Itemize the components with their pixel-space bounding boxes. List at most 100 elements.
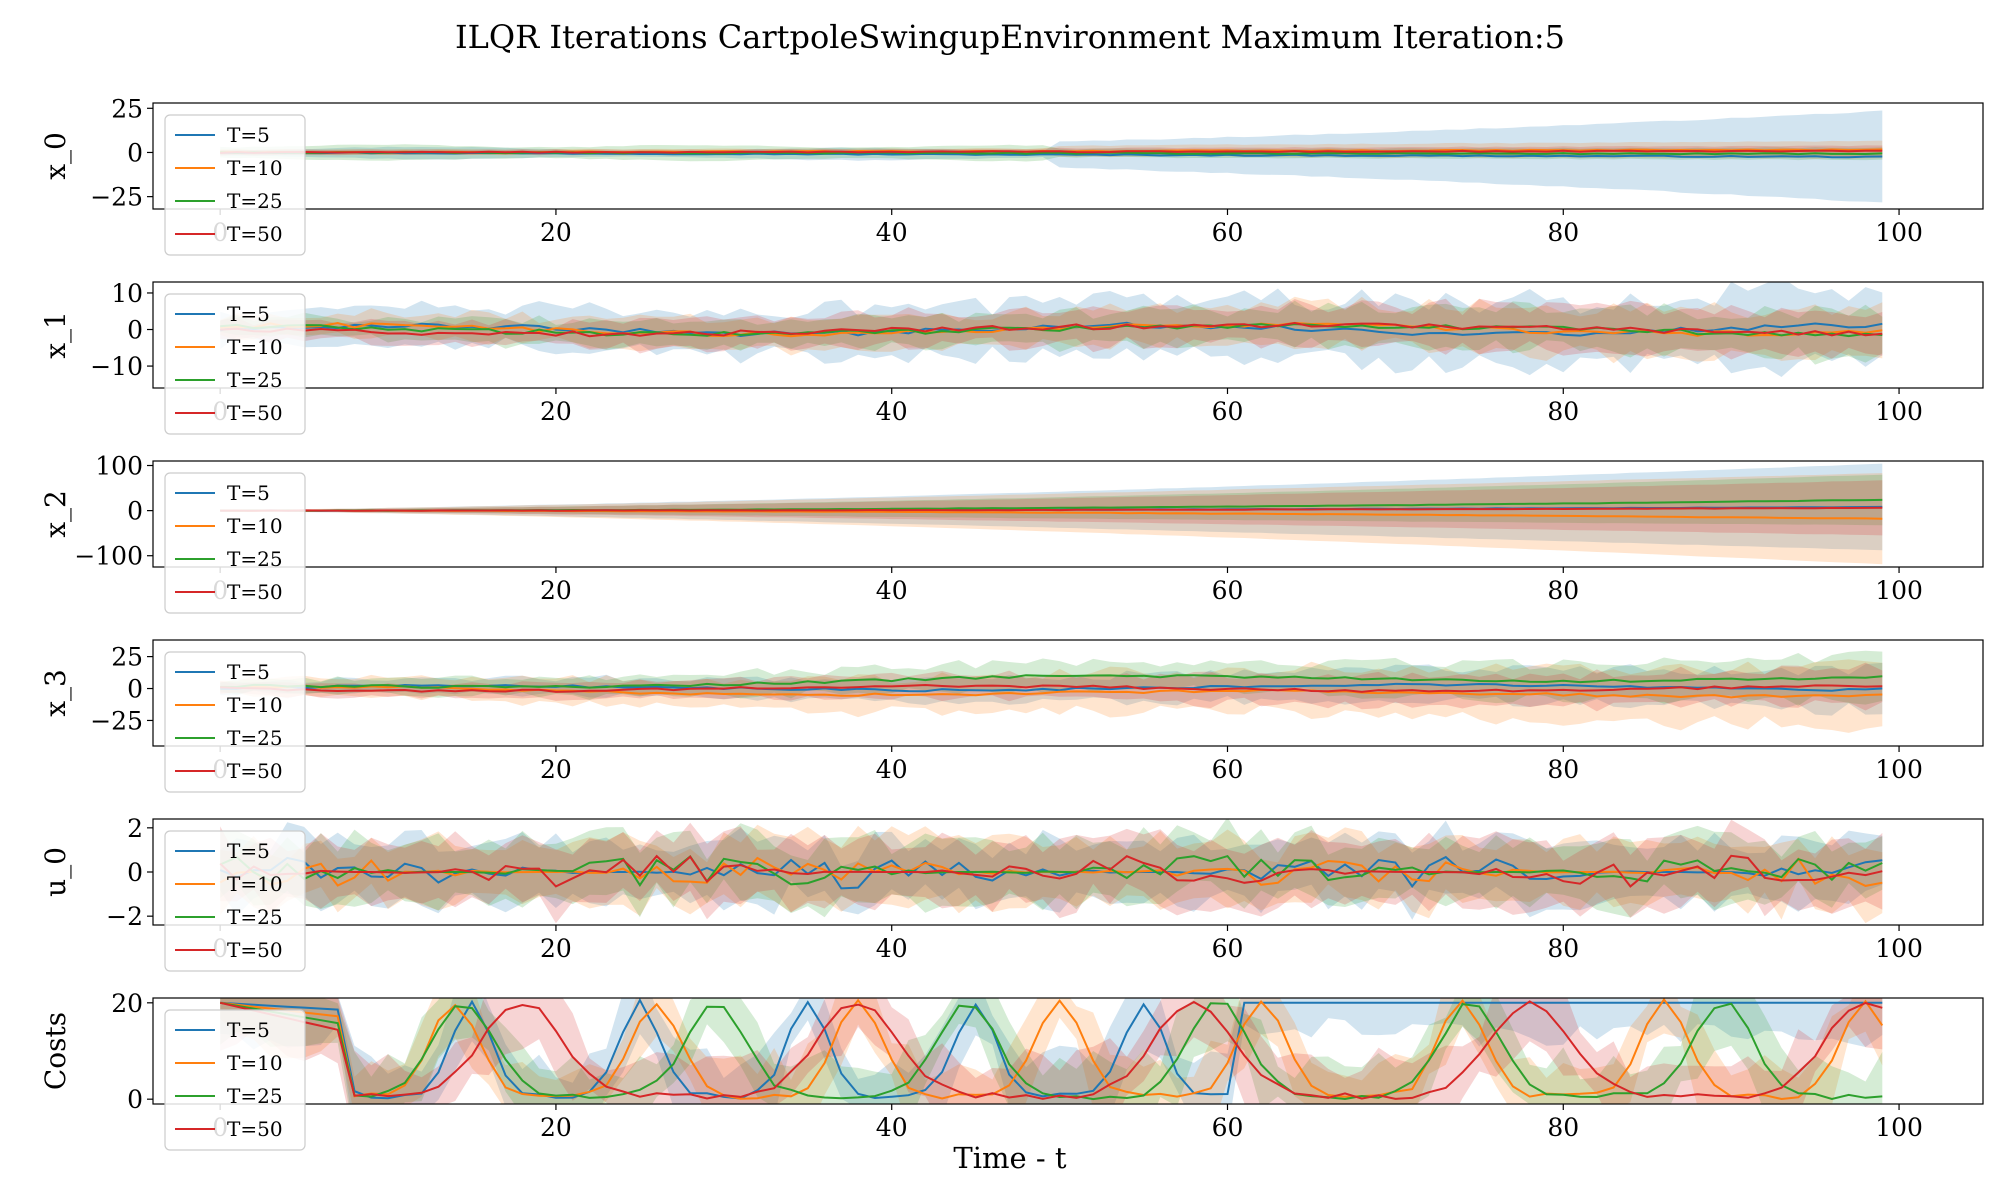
- y-tick-label: −100: [74, 542, 143, 571]
- band-T=10: [220, 473, 1883, 565]
- legend: T=5 T=10 T=25 T=50: [164, 830, 306, 972]
- x-tick-label: 40: [876, 218, 908, 247]
- legend: T=5 T=10 T=25 T=50: [164, 293, 306, 435]
- band-T=50: [220, 662, 1883, 712]
- legend-label-T=25: T=25: [227, 189, 283, 213]
- legend-label-T=25: T=25: [227, 905, 283, 929]
- series-line-T=50: [219, 854, 1883, 888]
- legend-box: [164, 293, 306, 435]
- y-tick-label: 100: [95, 452, 143, 481]
- subplot-Costs: 020020406080100CostsT=5T=10T=25T=50: [39, 989, 1984, 1151]
- x-tick-label: 60: [1212, 934, 1244, 963]
- legend-label-T=50: T=50: [227, 222, 283, 246]
- legend-label-T=10: T=10: [227, 1051, 283, 1075]
- band-T=25: [220, 998, 1883, 1104]
- series-line-T=25: [220, 1001, 1883, 1101]
- subplot-x_2: −1000100020406080100x_2T=5T=10T=25T=50: [39, 452, 1984, 614]
- legend-label-T=25: T=25: [227, 726, 283, 750]
- legend-label-T=5: T=5: [227, 481, 270, 505]
- series-line-T=5: [220, 682, 1883, 693]
- legend: T=5 T=10 T=25 T=50: [164, 114, 306, 256]
- legend-label-T=5: T=5: [227, 302, 270, 326]
- plot-area: [220, 110, 1883, 203]
- x-tick-label: 60: [1212, 397, 1244, 426]
- x-tick-label: 40: [876, 576, 908, 605]
- x-tick-label: 40: [876, 1113, 908, 1142]
- subplot-x_0: −25025020406080100x_0T=5T=10T=25T=50: [39, 94, 1984, 256]
- y-tick-label: −2: [106, 902, 143, 931]
- x-tick-label: 100: [1875, 218, 1923, 247]
- y-tick-label: −25: [90, 183, 143, 212]
- legend-label-T=5: T=5: [227, 123, 270, 147]
- x-tick-label: 80: [1547, 1113, 1579, 1142]
- y-axis-label: x_1: [39, 311, 72, 359]
- legend-label-T=5: T=5: [227, 839, 270, 863]
- band-T=25: [220, 819, 1883, 918]
- y-axis-label: u_0: [39, 847, 72, 897]
- y-tick-label: 20: [111, 989, 143, 1018]
- x-tick-label: 60: [1212, 755, 1244, 784]
- subplot-x_3: −25025020406080100x_3T=5T=10T=25T=50: [39, 639, 1984, 793]
- x-tick-label: 100: [1875, 1113, 1923, 1142]
- axes-frame: [152, 102, 1984, 210]
- legend-label-T=10: T=10: [227, 156, 283, 180]
- y-axis-label: Costs: [39, 1012, 72, 1090]
- x-tick-label: 60: [1212, 218, 1244, 247]
- y-tick-label: −25: [90, 706, 143, 735]
- x-tick-label: 100: [1875, 934, 1923, 963]
- x-tick-label: 40: [876, 397, 908, 426]
- x-tick-label: 100: [1875, 755, 1923, 784]
- x-tick-label: 80: [1547, 755, 1579, 784]
- x-tick-label: 40: [876, 934, 908, 963]
- plot-area: [220, 650, 1883, 733]
- subplot-x_1: −10010020406080100x_1T=5T=10T=25T=50: [39, 279, 1984, 435]
- x-tick-label: 80: [1547, 576, 1579, 605]
- series-line-T=50: [220, 149, 1883, 154]
- subplot-u_0: −202020406080100u_0T=5T=10T=25T=50: [39, 814, 1984, 972]
- x-tick-label: 80: [1547, 934, 1579, 963]
- y-axis-label: x_3: [39, 669, 72, 717]
- legend-box: [164, 1009, 306, 1151]
- y-tick-label: 0: [127, 316, 143, 345]
- legend-label-T=50: T=50: [227, 401, 283, 425]
- x-axis-label: Time - t: [953, 1141, 1067, 1175]
- y-tick-label: −10: [90, 352, 143, 381]
- axes-frame: [152, 281, 1984, 389]
- legend-label-T=50: T=50: [227, 938, 283, 962]
- legend-box: [164, 114, 306, 256]
- y-tick-label: 0: [127, 138, 143, 167]
- subplots: −25025020406080100x_0T=5T=10T=25T=50−100…: [39, 94, 1984, 1151]
- legend: T=5 T=10 T=25 T=50: [164, 651, 306, 793]
- plot-area: [219, 998, 1884, 1104]
- band-T=50: [220, 998, 1883, 1104]
- x-tick-label: 60: [1212, 1113, 1244, 1142]
- axes-frame: [152, 639, 1984, 747]
- y-tick-label: 2: [127, 814, 143, 843]
- series-line-T=10: [220, 684, 1883, 699]
- band-T=25: [220, 474, 1883, 526]
- legend-label-T=10: T=10: [227, 514, 283, 538]
- y-tick-label: 0: [127, 675, 143, 704]
- x-tick-label: 80: [1547, 397, 1579, 426]
- series-line-T=10: [220, 998, 1884, 1101]
- axes-frame: [152, 997, 1984, 1105]
- legend-box: [164, 472, 306, 614]
- series-line-T=25: [220, 674, 1883, 689]
- band-T=5: [220, 282, 1883, 377]
- legend-label-T=50: T=50: [227, 759, 283, 783]
- y-tick-label: 0: [127, 858, 143, 887]
- legend-label-T=10: T=10: [227, 872, 283, 896]
- plot-area: [220, 463, 1883, 565]
- x-tick-label: 100: [1875, 397, 1923, 426]
- y-tick-label: 10: [111, 279, 143, 308]
- x-tick-label: 20: [540, 218, 572, 247]
- y-tick-label: 0: [127, 497, 143, 526]
- band-T=10: [220, 659, 1883, 733]
- legend: T=5 T=10 T=25 T=50: [164, 1009, 306, 1151]
- band-T=5: [220, 110, 1883, 203]
- band-T=25: [220, 300, 1883, 365]
- x-tick-label: 20: [540, 755, 572, 784]
- x-tick-label: 20: [540, 1113, 572, 1142]
- series-line-T=50: [220, 506, 1883, 512]
